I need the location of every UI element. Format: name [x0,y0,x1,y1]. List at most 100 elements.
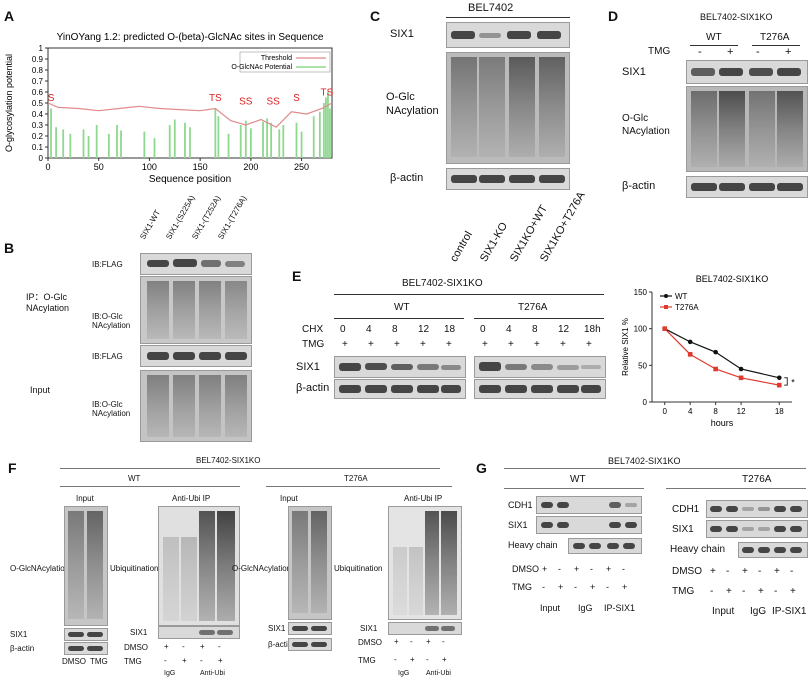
chart-a-xtick-label: 50 [94,162,104,172]
chart-e-legend-label: T276A [675,303,699,312]
panel-f-mut-dmso-sign: - [442,637,445,646]
panel-g-mut-six1: SIX1 [672,524,694,535]
panel-e-chx-mut-value: 0 [480,324,486,335]
chart-e-legend-label: WT [675,292,688,301]
chart-a-bar [50,108,52,158]
panel-g-mut-six1-blot [706,520,808,538]
panel-f-mut-ip-six1-blot [388,622,462,635]
panel-g-mut-dmso-sign: + [774,566,780,577]
panel-f-mut-six1-label: SIX1 [268,624,286,633]
chart-a-xtick-label: 0 [45,162,50,172]
chart-a-bar [318,111,321,158]
panel-d-oglc-label: O-Glc NAcylation [622,113,670,137]
panel-f-wt-input: Input [76,494,94,503]
panel-f-mut-dmso-row: DMSO [358,638,382,647]
panel-c-actin-label: β-actin [390,172,424,184]
panel-b-lane-label: SIX1-WT [138,208,163,241]
panel-e-actin-label: β-actin [296,382,330,394]
panel-e-chx-mut-value: 18h [584,324,601,335]
chart-e-ytick-label: 150 [634,288,648,297]
panel-g-cell-line: BEL7402-SIX1KO [608,456,681,466]
panel-d-cell-line: BEL7402-SIX1KO [700,12,773,22]
panel-f-mut-actin-label: β-actin [268,640,293,649]
panel-f-wt-six1-blot [64,628,108,641]
panel-g-mut-tmg-sign: + [726,586,732,597]
panel-g-wt-tmg-sign: + [622,582,628,592]
panel-e-tmg-plus: + [508,339,514,350]
panel-e-tmg-plus: + [368,339,374,350]
panel-f-mut-igg: IgG [398,670,410,677]
chart-e-ytick-label: 0 [643,398,648,407]
panel-g-wt-dmso-sign: - [622,564,625,574]
panel-b-ib-flag-1: IB:FLAG [92,260,123,269]
panel-g-mut-dmso-sign: + [742,566,748,577]
panel-e-label: E [292,268,302,284]
chart-a-bar [325,97,327,158]
panel-e-six1-label: SIX1 [296,361,320,373]
panel-e-chx-wt-value: 18 [444,324,456,335]
panel-c-six1-label: SIX1 [390,28,414,40]
panel-g-wt-heavy: Heavy chain [508,540,558,550]
panel-g-mut: T276A [742,474,772,485]
chart-e-point [687,339,693,345]
panel-f-mut-ip-blot [388,506,462,620]
panel-g-mut-dmso-sign: - [758,566,762,577]
chart-e-point [713,349,718,355]
panel-g-wt-cdh1-blot [536,496,642,514]
panel-d-tmg-sign: + [785,46,792,58]
chart-a-bar [120,130,122,158]
panel-g-mut-heavy: Heavy chain [670,544,726,555]
chart-a-bar [322,103,325,158]
chart-e-series-line [664,328,780,379]
panel-e-blot-mut-six1 [474,356,606,378]
chart-a-ytick-label: 0.5 [32,99,44,108]
panel-e-chx-wt-value: 8 [392,324,398,335]
panel-f-mut-dmso-sign: - [410,637,413,646]
panel-d-tmg-sign: - [756,46,760,58]
panel-g-mut-tmg: TMG [672,586,695,597]
chart-e-xtick-label: 4 [688,407,693,416]
panel-e-chart: BEL7402-SIX1KO 0 50 100 150 0 4 8 12 18 hours Relat… [621,274,795,428]
panel-f-wt-tmg-lane: TMG [90,657,108,666]
panel-f-wt-six1-label: SIX1 [10,630,28,639]
panel-g-wt-input: Input [540,603,561,613]
panel-f-wt-antiubi: Anti-Ubi [200,670,225,677]
panel-e-mut: T276A [518,302,548,313]
panel-f-wt-dmso-lane: DMSO [62,657,86,666]
chart-a-bar [184,122,186,158]
panel-f-mut-tmg-row: TMG [358,656,376,665]
panel-e-tmg-plus: + [394,339,400,350]
chart-e-xtick-label: 8 [713,407,718,416]
panel-g-wt-tmg-sign: - [574,582,577,592]
panel-f-wt-ip-six1-label: SIX1 [130,628,148,637]
panel-f-wt-dmso-row: DMSO [124,643,148,652]
panel-d-tmg-sign: + [727,46,734,58]
panel-d-actin-label: β-actin [622,180,656,192]
chart-a-bar [295,122,298,158]
chart-e-point [662,326,668,331]
panel-g-mut-dmso-sign: - [790,566,794,577]
chart-a-bar [55,127,58,158]
panel-g-mut-dmso-sign: + [710,566,716,577]
panel-g-mut-ipsix1: IP-SIX1 [772,606,807,617]
panel-f-wt-ip: Anti-Ubi IP [172,494,211,503]
panel-g-wt-tmg-sign: - [606,582,609,592]
chart-a-ytick-label: 0.2 [32,132,44,141]
chart-e-legend-marker [664,305,668,309]
panel-f-wt-igg: IgG [164,670,176,677]
chart-a-bar [189,127,191,158]
panel-f-mut-input-blot [288,506,332,620]
panel-d-tmg-sign: - [698,46,702,58]
chart-e-xlabel: hours [711,418,734,428]
chart-a-bar [327,92,329,158]
panel-a-chart: YinOYang 1.2: predicted O-(beta)-GlcNAc … [4,32,334,185]
chart-a-bar [62,129,65,158]
panel-f-mut-ip-six1-label: SIX1 [360,624,378,633]
chart-a-bar [95,125,98,158]
chart-a-bar [239,125,242,158]
chart-a-annotation: SS [239,96,253,107]
panel-e-tmg-plus: + [560,339,566,350]
panel-g-mut-input: Input [712,606,735,617]
chart-a-bar [87,136,90,158]
chart-a-ytick-label: 0.3 [32,121,44,130]
